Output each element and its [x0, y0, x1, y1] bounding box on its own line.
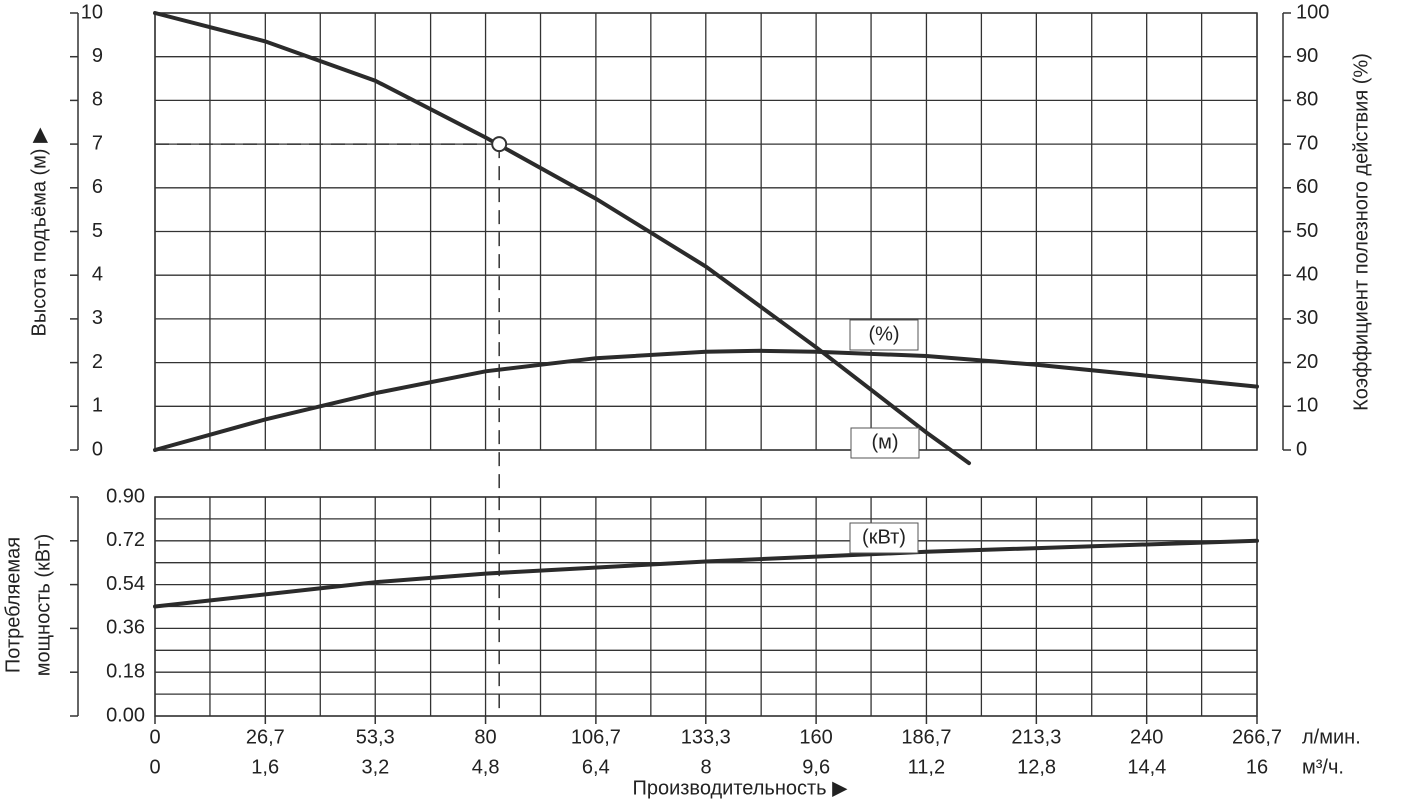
- y-tick-label: 6: [92, 176, 103, 198]
- y2-tick-label: 0: [1296, 438, 1307, 460]
- y-tick-label: 9: [92, 45, 103, 67]
- x-tick-label: 266,7: [1232, 726, 1282, 748]
- x-tick-label: 186,7: [901, 726, 951, 748]
- x2-tick-label: 8: [700, 756, 711, 778]
- y2-tick-label: 20: [1296, 351, 1318, 373]
- y-tick-label: 0.90: [106, 485, 145, 507]
- x2-tick-label: 16: [1246, 756, 1268, 778]
- y-tick-label: 0: [92, 438, 103, 460]
- x-tick-label: 53,3: [356, 726, 395, 748]
- y2-tick-label: 100: [1296, 1, 1329, 23]
- y-tick-label: 4: [92, 263, 103, 285]
- y2-tick-label: 40: [1296, 263, 1318, 285]
- x2-tick-label: 0: [149, 756, 160, 778]
- y2-tick-label: 50: [1296, 220, 1318, 242]
- x2-unit: м³/ч.: [1302, 756, 1344, 778]
- y-tick-label: 8: [92, 89, 103, 111]
- y2-tick-label: 90: [1296, 45, 1318, 67]
- series-label: (%): [868, 323, 899, 345]
- x-tick-label: 160: [799, 726, 832, 748]
- x2-tick-label: 3,2: [361, 756, 389, 778]
- x-tick-label: 213,3: [1011, 726, 1061, 748]
- y2-tick-label: 70: [1296, 132, 1318, 154]
- y-tick-label: 0.54: [106, 573, 145, 595]
- y2-axis-title: Коэффициент полезного действия (%): [1350, 53, 1372, 411]
- y-tick-label: 1: [92, 395, 103, 417]
- series-label: (м): [871, 431, 898, 453]
- series-label: (кВт): [862, 526, 906, 548]
- x-tick-label: 0: [149, 726, 160, 748]
- y-tick-label: 0.18: [106, 660, 145, 682]
- x-tick-label: 133,3: [681, 726, 731, 748]
- x-tick-label: 26,7: [246, 726, 285, 748]
- x-axis-title: Производительность ▶: [632, 777, 848, 799]
- y2-tick-label: 30: [1296, 307, 1318, 329]
- plot-frame: [154, 12, 1258, 451]
- x2-tick-label: 1,6: [251, 756, 279, 778]
- x2-tick-label: 11,2: [908, 756, 945, 778]
- line: [153, 348, 1259, 452]
- y-tick-label: 5: [92, 220, 103, 242]
- series-label-box: [849, 522, 919, 554]
- y2-tick-label: 10: [1296, 395, 1318, 417]
- series-label-box: [849, 319, 919, 351]
- y-tick-label: 2: [92, 351, 103, 373]
- series-label-box: [850, 427, 920, 459]
- y-axis-title: мощность (кВт): [32, 534, 54, 677]
- y-tick-label: 10: [81, 1, 103, 23]
- x2-tick-label: 4,8: [472, 756, 500, 778]
- y-tick-label: 0.72: [106, 529, 145, 551]
- y-tick-label: 0.36: [106, 617, 145, 639]
- x-tick-label: 240: [1130, 726, 1163, 748]
- line: [153, 538, 1259, 609]
- line: [153, 11, 971, 466]
- y2-tick-label: 60: [1296, 176, 1318, 198]
- y-tick-label: 0.00: [106, 704, 145, 726]
- y-axis-title: Высота подъёма (м) ▶: [28, 127, 50, 337]
- x2-tick-label: 14,4: [1127, 756, 1166, 778]
- x2-tick-label: 6,4: [582, 756, 610, 778]
- x-tick-label: 80: [474, 726, 496, 748]
- x2-tick-label: 9,6: [802, 756, 830, 778]
- y2-tick-label: 80: [1296, 89, 1318, 111]
- y-tick-label: 7: [92, 132, 103, 154]
- operating-point: [491, 136, 508, 153]
- x-tick-label: 106,7: [571, 726, 621, 748]
- x-unit: л/мин.: [1302, 726, 1361, 748]
- x2-tick-label: 12,8: [1017, 756, 1056, 778]
- y-axis-title: Потребляемая: [2, 537, 24, 673]
- y-tick-label: 3: [92, 307, 103, 329]
